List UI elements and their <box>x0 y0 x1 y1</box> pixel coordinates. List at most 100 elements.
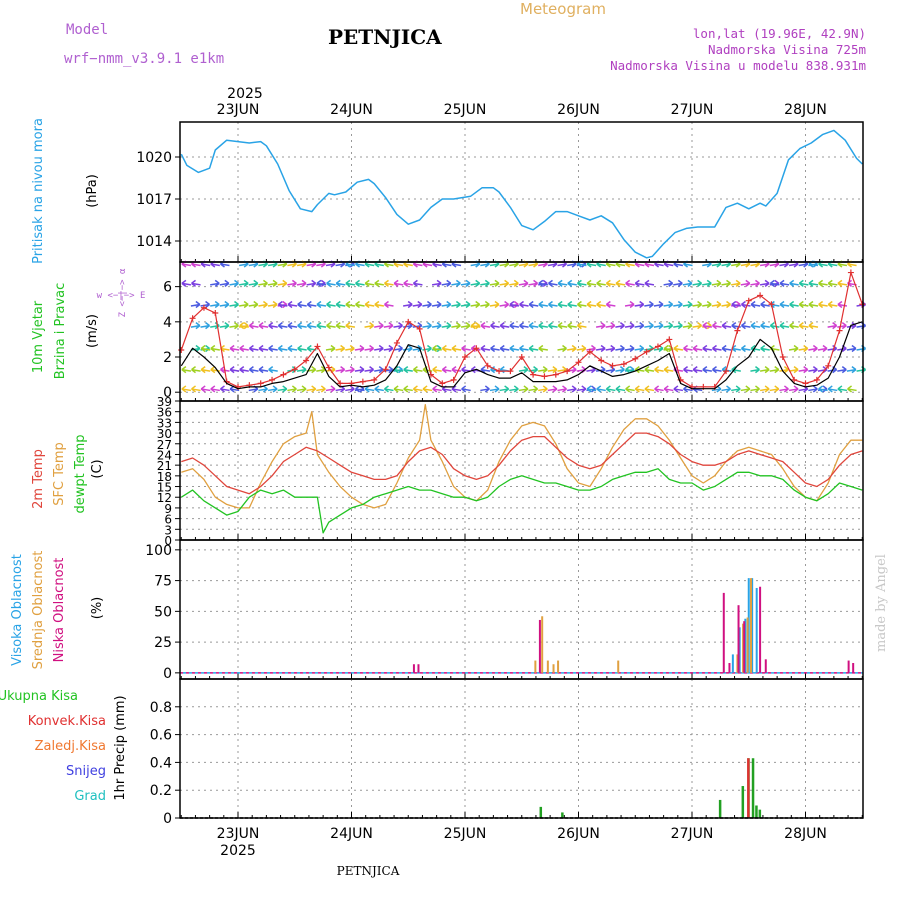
wind-arrow-head <box>803 388 809 393</box>
wind-arrow-head <box>712 322 717 327</box>
wind-arrow-head <box>426 303 432 309</box>
wind-arrow-head <box>783 385 789 390</box>
wind-arrow-head <box>422 368 428 374</box>
wind-gust-point <box>450 376 457 383</box>
wind-arrow-head <box>504 279 510 284</box>
wind-arrow-head <box>432 365 438 371</box>
precip-bar <box>741 786 745 818</box>
wind-gust-point <box>745 297 752 304</box>
wind-arrow-head <box>576 303 582 309</box>
wind-gust-point <box>575 359 582 366</box>
wind-arrow-head <box>702 347 708 353</box>
wind-arrow-head <box>803 344 809 350</box>
wind-arrow-head <box>735 388 741 393</box>
dewpt-temp-line <box>180 468 863 534</box>
wind-arrow-head <box>181 279 187 284</box>
wind-arrow-head <box>316 279 322 284</box>
wind-arrow-head <box>287 300 293 306</box>
y-tick-label: 30 <box>157 427 172 441</box>
wind-arrow-head <box>837 263 843 268</box>
altitude-label: Nadmorska Visina 725m <box>708 42 866 57</box>
wind-arrow-head <box>340 344 346 350</box>
panel-wind: 6 4 2 0 <box>163 260 867 402</box>
cloud-bar <box>737 605 740 673</box>
wind-gust-point <box>768 301 775 308</box>
wind-arrow-head <box>648 325 654 330</box>
wind-arrow-head <box>282 282 288 287</box>
wind-arrow-head <box>320 385 326 390</box>
wind-arrow-head <box>441 263 447 268</box>
wind-gust-point <box>325 364 332 371</box>
wind-arrow-head <box>619 347 625 353</box>
wind-arrow-head <box>557 303 563 309</box>
wind-arrow-head <box>644 263 650 268</box>
wind-arrow-head <box>596 263 602 268</box>
wind-arrow-head <box>639 347 645 353</box>
wind-arrow-head <box>412 263 418 268</box>
wind-arrow-head <box>731 325 737 330</box>
wind-arrow-head <box>475 322 481 327</box>
wind-arrow-head <box>282 388 288 393</box>
wind-arrow-head <box>455 303 461 309</box>
wind-arrow-head <box>519 300 525 306</box>
wind-arrow-head <box>769 279 775 284</box>
cloud-bar <box>552 664 555 673</box>
wind-arrow-head <box>384 263 389 268</box>
wind-arrow-head <box>191 365 196 371</box>
wind-arrow-head <box>461 388 467 393</box>
wind-arrow-head <box>374 263 380 268</box>
wind-arrow-head <box>388 365 394 371</box>
wind-arrow-head <box>639 322 645 327</box>
wind-arrow-head <box>311 263 317 268</box>
wind-gust-point <box>439 380 446 387</box>
wind-arrow-head <box>726 300 731 306</box>
wind-arrow-head <box>726 282 731 287</box>
wind-arrow-head <box>268 368 274 374</box>
wind-arrow-head <box>783 388 789 393</box>
wind-arrow-head <box>384 385 389 390</box>
wind-arrow-head <box>716 263 722 268</box>
wind-arrow-head <box>755 388 760 393</box>
wind-arrow-head <box>803 368 809 374</box>
wind-arrow-head <box>557 300 563 306</box>
wind-arrow-head <box>639 325 645 330</box>
wind-arrow-head <box>519 347 525 353</box>
wind-arrow-head <box>490 325 496 330</box>
wind-gust-point <box>552 371 559 378</box>
wind-arrow-head <box>600 368 606 374</box>
wind-arrow-head <box>330 347 336 353</box>
day-label-bottom: 25JUN <box>444 826 487 842</box>
wind-arrow-head <box>567 300 573 306</box>
wind-arrow-head <box>562 388 567 393</box>
wind-arrow-head <box>345 322 351 327</box>
wind-arrow-head <box>455 322 461 327</box>
day-label-top: 26JUN <box>557 102 600 118</box>
wind-arrow-head <box>832 368 838 374</box>
wind-arrow-head <box>576 282 582 287</box>
wind-arrow-head <box>735 279 741 284</box>
wind-arrow-head <box>596 279 602 284</box>
y-tick-label: 6 <box>163 280 172 296</box>
day-label-top: 25JUN <box>444 102 487 118</box>
day-label-bottom: 27JUN <box>671 826 714 842</box>
wind-arrow-head <box>277 347 283 353</box>
wind-gust-point <box>723 368 730 375</box>
wind-arrow-head <box>605 385 611 390</box>
wind-arrow-head <box>619 368 625 374</box>
y-tick-label: 50 <box>154 604 172 620</box>
wind-arrow-head <box>581 347 587 353</box>
wind-arrow-head <box>552 388 558 393</box>
wind-arrow-head <box>596 282 602 287</box>
wind-arrow-head <box>446 325 452 330</box>
wind-arrow-head <box>470 344 476 350</box>
wind-arrow-head <box>654 263 660 268</box>
wind-arrow-head <box>741 300 746 306</box>
wind-arrow-head <box>200 388 206 393</box>
wind-arrow-head <box>234 279 239 284</box>
wind-arrow-head <box>774 385 780 390</box>
wind-arrow-head <box>600 344 606 350</box>
wind-arrow-head <box>702 365 708 371</box>
wind-arrow-head <box>683 344 689 350</box>
wind-arrow-head <box>340 347 346 353</box>
wind-arrow-head <box>808 282 814 287</box>
